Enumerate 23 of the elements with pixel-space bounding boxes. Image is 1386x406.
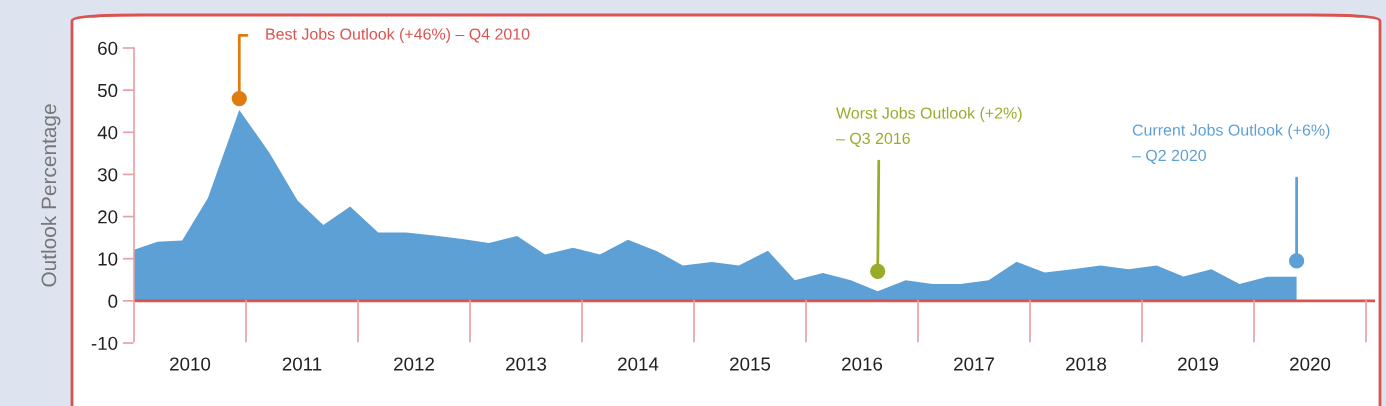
- y-tick-label: 10: [98, 252, 118, 266]
- y-axis-title: Outlook Percentage: [40, 104, 61, 287]
- y-tick-label: 60: [98, 41, 118, 55]
- y-tick-label: 50: [97, 83, 118, 98]
- x-tick-label: 2010: [170, 357, 211, 371]
- x-tick-label: 2017: [954, 357, 994, 371]
- y-tick-label: 40: [97, 125, 118, 140]
- x-tick-label: 2019: [1178, 357, 1218, 371]
- y-tick-label: -10: [91, 336, 118, 350]
- x-tick-label: 2013: [506, 357, 547, 371]
- x-tick-label: 2016: [842, 357, 883, 371]
- x-tick-label: 2014: [618, 357, 659, 371]
- x-tick-label: 2018: [1066, 357, 1107, 371]
- annotation: Worst Jobs Outlook (+2%) – Q3 2016: [836, 107, 1022, 147]
- y-tick-label: 30: [97, 168, 118, 182]
- annotation: Best Jobs Outlook (+46%) – Q4 2010: [266, 28, 530, 43]
- y-tick-label: 20: [98, 210, 118, 224]
- x-tick-label: 2020: [1290, 357, 1331, 371]
- x-tick-label: 2015: [730, 357, 771, 371]
- annotation: Current Jobs Outlook (+6%) – Q2 2020: [1132, 124, 1330, 164]
- x-tick-label: 2012: [394, 357, 434, 371]
- x-tick-label: 2011: [282, 357, 322, 371]
- y-tick-label: 0: [108, 294, 118, 308]
